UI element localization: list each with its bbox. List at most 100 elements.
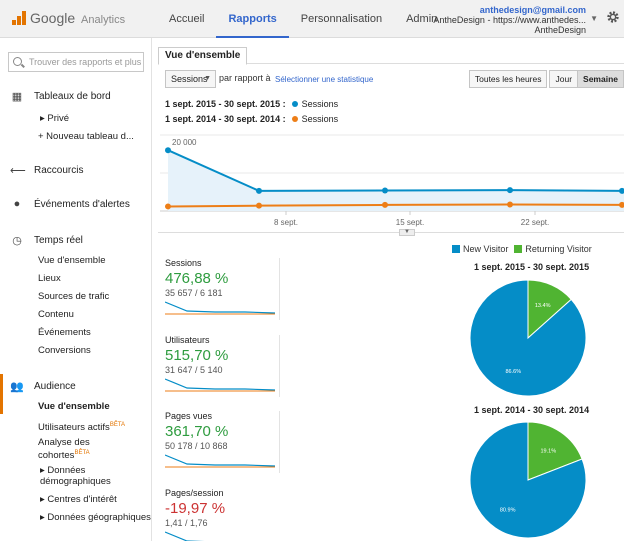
- pie-chart-2015: 13.4% 86.6%: [469, 279, 587, 397]
- data-point: [507, 201, 513, 208]
- nav-accueil[interactable]: Accueil: [169, 13, 205, 25]
- x-tick-label: 8 sept.: [274, 218, 298, 227]
- account-email: anthedesign@gmail.com: [479, 5, 586, 15]
- metric-values: 31 647 / 5 140: [165, 365, 223, 375]
- data-point: [256, 202, 262, 209]
- metric-block[interactable]: Utilisateurs 515,70 % 31 647 / 5 140: [165, 335, 280, 393]
- pie-legend-new-label: New Visitor: [463, 244, 509, 254]
- pie-title-2014: 1 sept. 2014 - 30 sept. 2014: [474, 405, 590, 415]
- search-input[interactable]: Trouver des rapports et plus: [8, 52, 144, 72]
- top-bar: Google Analytics Accueil Rapports Person…: [0, 0, 624, 38]
- metric-sparkline: [165, 531, 204, 541]
- metric-select[interactable]: Sessions ▼: [165, 70, 216, 88]
- sidebar-item-realtime[interactable]: ◷ Temps réel: [0, 232, 152, 248]
- legend-current-metric: Sessions: [301, 99, 339, 109]
- data-point: [256, 187, 262, 194]
- nav-admin[interactable]: Admin: [406, 13, 438, 25]
- sidebar-item-demographics[interactable]: ▸ Données démographiques: [40, 465, 111, 488]
- sidebar-item-geo[interactable]: ▸ Données géographiques: [40, 512, 151, 524]
- legend-current: 1 sept. 2015 - 30 sept. 2015 : Sessions: [165, 99, 338, 109]
- x-tick-label: 15 sept.: [396, 218, 424, 227]
- pie-slice-new-visitor: [469, 279, 587, 397]
- sidebar-item-conversions[interactable]: Conversions: [38, 345, 91, 356]
- report-toolbar: Sessions ▼ par rapport à Sélectionner un…: [165, 70, 624, 88]
- series-area: [168, 150, 624, 211]
- sidebar-item-audience[interactable]: 👥 Audience: [0, 378, 152, 394]
- sidebar-item-locations[interactable]: Lieux: [38, 273, 61, 284]
- pie-slice-returning-visitor: [527, 421, 583, 481]
- data-point: [619, 187, 624, 194]
- metric-name: Utilisateurs: [165, 335, 210, 345]
- sidebar-label-shortcuts: Raccourcis: [34, 164, 84, 176]
- beta-badge: BÊTA: [74, 450, 90, 456]
- sidebar-audience: 👥 Audience Vue d'ensemble Utilisateurs a…: [0, 378, 152, 527]
- select-stat-link[interactable]: Sélectionner une statistique: [275, 75, 374, 84]
- sidebar: Trouver des rapports et plus ▦ Tableaux …: [0, 38, 152, 541]
- people-icon: 👥: [10, 380, 24, 393]
- main-nav: Accueil Rapports Personnalisation Admin: [157, 0, 449, 38]
- lightbulb-icon: ●: [13, 198, 21, 210]
- compare-label: par rapport à: [219, 73, 271, 83]
- sidebar-item-private[interactable]: ▸ Privé: [40, 113, 70, 124]
- collapse-chart-handle[interactable]: ▼: [399, 229, 415, 236]
- tab-overview[interactable]: Vue d'ensemble: [158, 47, 248, 65]
- sidebar-item-interests[interactable]: ▸ Centres d'intérêt: [40, 494, 117, 506]
- chart-divider: [158, 232, 624, 233]
- nav-personnalisation[interactable]: Personnalisation: [300, 13, 383, 25]
- range-day-button[interactable]: Jour: [549, 70, 579, 88]
- cohort-label: Analyse des cohortes: [38, 437, 90, 462]
- range-buttons: Toutes les heures Jour Semaine: [468, 70, 624, 88]
- nav-rapports[interactable]: Rapports: [216, 0, 289, 38]
- search-icon: [13, 57, 22, 66]
- gear-icon[interactable]: [606, 10, 620, 24]
- data-point: [165, 203, 171, 210]
- pie-chart-2014: 19.1% 80.9%: [469, 421, 587, 539]
- google-analytics-logo[interactable]: Google Analytics: [12, 10, 125, 26]
- account-selector[interactable]: anthedesign@gmail.com AntheDesign - http…: [433, 5, 586, 35]
- sidebar-item-new-dashboard[interactable]: + Nouveau tableau d...: [38, 131, 134, 142]
- metric-block[interactable]: Pages vues 361,70 % 50 178 / 10 868: [165, 411, 280, 469]
- caret-down-icon[interactable]: ▼: [590, 14, 598, 23]
- metric-sparkline: [165, 378, 275, 392]
- metric-change: 476,88 %: [165, 270, 229, 287]
- data-point: [165, 147, 171, 154]
- sidebar-realtime: ◷ Temps réel Vue d'ensemble Lieux Source…: [0, 232, 152, 360]
- metric-change: -19,97 %: [165, 500, 226, 517]
- metric-block[interactable]: Pages/session -19,97 % 1,41 / 1,76: [165, 488, 280, 541]
- legend-swatch-new: [452, 245, 460, 253]
- pie-slice-label: 80.9%: [500, 508, 516, 514]
- sidebar-item-realtime-overview[interactable]: Vue d'ensemble: [38, 255, 106, 266]
- sidebar-item-alerts[interactable]: ● Événements d'alertes: [0, 196, 152, 212]
- pie-legend: New Visitor Returning Visitor: [452, 244, 598, 254]
- range-hourly-button[interactable]: Toutes les heures: [468, 70, 548, 88]
- sidebar-item-events[interactable]: Événements: [38, 327, 91, 338]
- pie-title-2015: 1 sept. 2015 - 30 sept. 2015: [474, 262, 590, 272]
- sidebar-item-dashboards[interactable]: ▦ Tableaux de bord: [0, 88, 152, 104]
- active-section-indicator: [0, 374, 3, 414]
- legend-swatch-returning: [514, 245, 523, 253]
- legend-previous-range: 1 sept. 2014 - 30 sept. 2014 :: [165, 114, 286, 124]
- sidebar-item-traffic-sources[interactable]: Sources de trafic: [38, 291, 110, 302]
- metric-block[interactable]: Sessions 476,88 % 35 657 / 6 181: [165, 258, 280, 316]
- sidebar-item-active-users[interactable]: Utilisateurs actifsBÊTA: [0, 416, 152, 434]
- sidebar-item-cohort-analysis[interactable]: Analyse des cohortesBÊTA: [0, 437, 95, 461]
- sidebar-item-audience-overview[interactable]: Vue d'ensemble: [38, 401, 110, 412]
- legend-previous-metric: Sessions: [301, 114, 339, 124]
- data-point: [382, 187, 388, 194]
- sidebar-label-audience: Audience: [34, 380, 76, 392]
- pie-slice-label: 19.1%: [541, 448, 557, 454]
- sidebar-item-content[interactable]: Contenu: [38, 309, 74, 320]
- metric-sparkline: [165, 454, 275, 468]
- series-line: [167, 203, 624, 208]
- data-point: [507, 187, 513, 194]
- sidebar-item-shortcuts[interactable]: ⟵ Raccourcis: [0, 162, 152, 178]
- series-line: [167, 149, 624, 193]
- metric-sparkline: [165, 301, 275, 315]
- beta-badge: BÊTA: [109, 422, 126, 428]
- range-week-button[interactable]: Semaine: [577, 70, 624, 88]
- active-users-label: Utilisateurs actifs: [38, 422, 110, 434]
- account-view: AntheDesign: [534, 25, 586, 35]
- tab-header: Vue d'ensemble: [158, 44, 624, 65]
- metric-select-value: Sessions: [171, 74, 208, 84]
